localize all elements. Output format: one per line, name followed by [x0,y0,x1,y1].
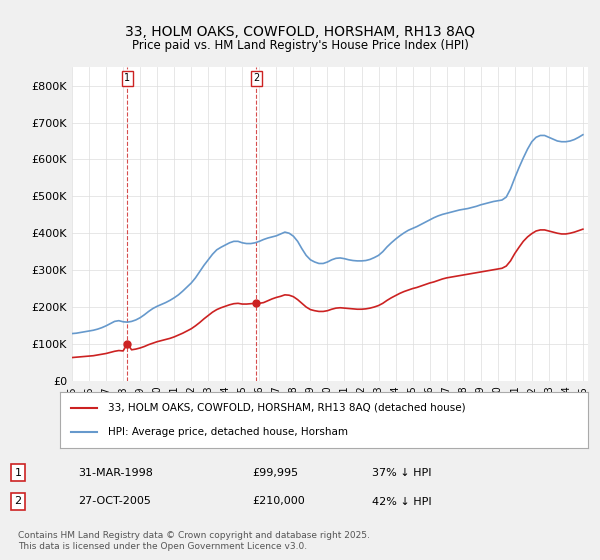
Text: Price paid vs. HM Land Registry's House Price Index (HPI): Price paid vs. HM Land Registry's House … [131,39,469,52]
Text: £99,995: £99,995 [252,468,298,478]
Text: 42% ↓ HPI: 42% ↓ HPI [372,497,431,506]
Text: 33, HOLM OAKS, COWFOLD, HORSHAM, RH13 8AQ: 33, HOLM OAKS, COWFOLD, HORSHAM, RH13 8A… [125,25,475,39]
Text: 1: 1 [14,468,22,478]
Text: 2: 2 [253,73,259,83]
Text: 33, HOLM OAKS, COWFOLD, HORSHAM, RH13 8AQ (detached house): 33, HOLM OAKS, COWFOLD, HORSHAM, RH13 8A… [107,403,465,413]
Text: Contains HM Land Registry data © Crown copyright and database right 2025.
This d: Contains HM Land Registry data © Crown c… [18,531,370,550]
Text: 31-MAR-1998: 31-MAR-1998 [78,468,153,478]
Text: 2: 2 [14,497,22,506]
Text: 1: 1 [124,73,130,83]
Text: £210,000: £210,000 [252,497,305,506]
Text: HPI: Average price, detached house, Horsham: HPI: Average price, detached house, Hors… [107,427,347,437]
Text: 27-OCT-2005: 27-OCT-2005 [78,497,151,506]
Text: 37% ↓ HPI: 37% ↓ HPI [372,468,431,478]
